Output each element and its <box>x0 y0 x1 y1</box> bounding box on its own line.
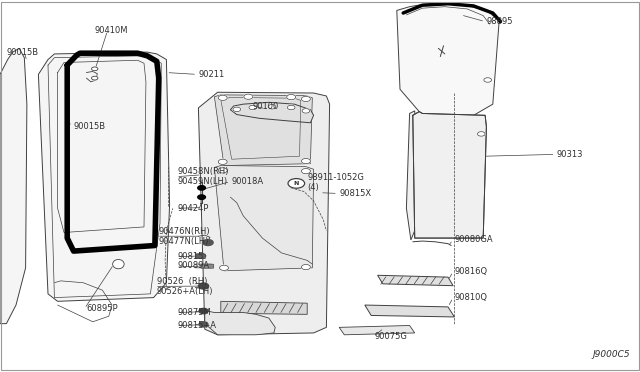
Circle shape <box>92 67 98 71</box>
Circle shape <box>199 322 208 327</box>
Circle shape <box>203 240 213 246</box>
Circle shape <box>218 168 227 173</box>
Text: 90313: 90313 <box>557 150 583 159</box>
Text: 90015B: 90015B <box>6 48 38 57</box>
Text: 60895P: 60895P <box>86 304 118 313</box>
Text: 90815: 90815 <box>178 252 204 261</box>
FancyBboxPatch shape <box>196 254 205 259</box>
Text: 90810Q: 90810Q <box>454 293 488 302</box>
Circle shape <box>477 132 485 136</box>
Text: 90815+A: 90815+A <box>178 321 217 330</box>
Polygon shape <box>214 95 312 166</box>
Text: 90410M: 90410M <box>95 26 128 35</box>
Text: 90100: 90100 <box>253 102 279 110</box>
Text: 90075G: 90075G <box>374 332 407 341</box>
Text: 90080GA: 90080GA <box>454 235 493 244</box>
Circle shape <box>218 95 227 100</box>
Text: 90815X: 90815X <box>339 189 371 198</box>
Text: 90211: 90211 <box>198 70 225 79</box>
FancyBboxPatch shape <box>201 264 214 268</box>
Polygon shape <box>198 92 330 335</box>
Text: 90018A: 90018A <box>232 177 264 186</box>
Polygon shape <box>205 311 275 335</box>
Circle shape <box>301 158 310 164</box>
Ellipse shape <box>113 260 124 269</box>
Circle shape <box>218 159 227 164</box>
Text: 90875M: 90875M <box>178 308 212 317</box>
Circle shape <box>268 105 276 109</box>
Text: 90476N(RH)
90477N(LH): 90476N(RH) 90477N(LH) <box>159 227 211 246</box>
Text: 90526  (RH)
90526+A(LH): 90526 (RH) 90526+A(LH) <box>157 277 213 296</box>
Text: 98911-1052G
(4): 98911-1052G (4) <box>307 173 364 192</box>
Circle shape <box>301 169 310 174</box>
Circle shape <box>198 195 205 199</box>
Polygon shape <box>339 326 415 335</box>
Text: 90089A: 90089A <box>178 262 210 270</box>
Circle shape <box>287 94 296 100</box>
Circle shape <box>220 265 228 270</box>
Polygon shape <box>365 305 454 317</box>
Text: 90458N(RH)
90459N(LH): 90458N(RH) 90459N(LH) <box>178 167 229 186</box>
Circle shape <box>198 283 209 289</box>
Circle shape <box>249 105 257 110</box>
Polygon shape <box>413 112 486 238</box>
Text: 90424P: 90424P <box>178 204 209 213</box>
Polygon shape <box>397 4 499 115</box>
Circle shape <box>233 107 241 112</box>
Circle shape <box>199 308 208 314</box>
Polygon shape <box>214 166 314 271</box>
Circle shape <box>288 179 305 188</box>
Circle shape <box>302 109 310 113</box>
Text: 90015B: 90015B <box>74 122 106 131</box>
Text: 90816Q: 90816Q <box>454 267 488 276</box>
Polygon shape <box>230 102 314 123</box>
Circle shape <box>92 76 98 80</box>
Polygon shape <box>221 301 307 314</box>
Circle shape <box>244 94 253 99</box>
Text: N: N <box>294 181 299 186</box>
Circle shape <box>301 96 310 102</box>
Polygon shape <box>0 48 27 324</box>
Text: J9000C5: J9000C5 <box>593 350 630 359</box>
Text: 98895: 98895 <box>486 17 513 26</box>
Polygon shape <box>378 275 453 286</box>
Circle shape <box>484 78 492 82</box>
Circle shape <box>198 186 205 190</box>
Circle shape <box>287 105 295 110</box>
Polygon shape <box>406 111 416 240</box>
Circle shape <box>301 264 310 270</box>
Polygon shape <box>38 52 170 301</box>
